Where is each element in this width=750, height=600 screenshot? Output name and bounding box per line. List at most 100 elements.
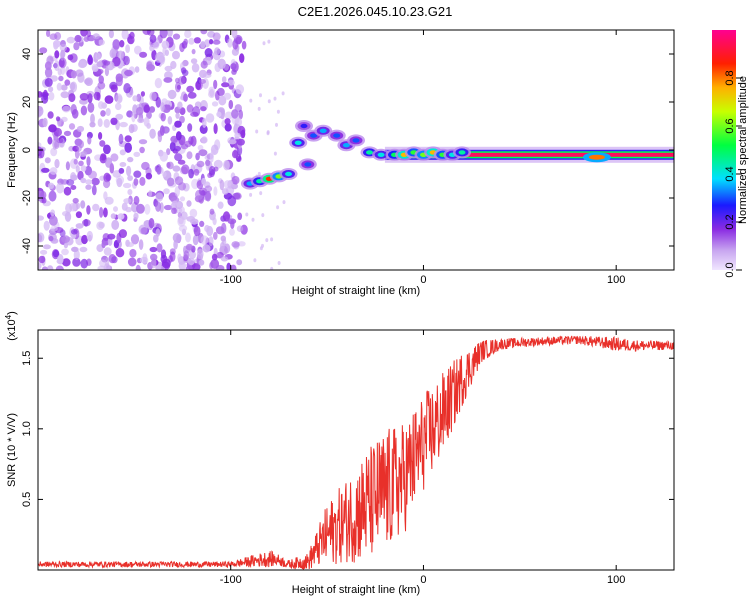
spectrogram-noise-blob: [216, 251, 224, 259]
snr-x-label: Height of straight line (km): [292, 584, 420, 596]
spectrogram-noise-blob: [80, 105, 88, 116]
spectrogram-noise-blob: [212, 217, 217, 226]
spectrogram-noise-blob: [127, 156, 134, 163]
spectrogram-noise-blob: [121, 202, 128, 211]
spectrogram-noise-blob: [72, 197, 79, 204]
spectrogram-noise-blob: [115, 102, 122, 111]
spectrogram-noise-blob: [98, 101, 104, 110]
spectrogram-noise-blob: [98, 75, 104, 84]
spectrogram-noise-blob: [123, 55, 130, 66]
spectrogram-sparse-dot: [265, 238, 269, 243]
spectrogram-noise-blob: [103, 191, 108, 201]
spectrogram-sparse-dot: [251, 217, 255, 222]
spectrogram-noise-blob: [48, 124, 57, 133]
spectrogram-noise-blob: [103, 247, 112, 256]
spectrogram-noise-blob: [193, 37, 201, 44]
spectrogram-noise-blob: [56, 182, 65, 194]
spectrogram-noise-blob: [237, 212, 243, 221]
spectrogram-noise-blob: [188, 37, 195, 45]
colorbar-label: Normalized spectral amplitude: [737, 76, 749, 224]
spectrogram-noise-blob: [165, 104, 171, 111]
spectrogram-noise-blob: [133, 212, 139, 220]
spectrogram-noise-blob: [231, 48, 239, 56]
spectrogram-sparse-dot: [245, 212, 249, 217]
spectrogram-noise-blob: [84, 77, 93, 86]
spectrogram-sparse-dot: [267, 99, 271, 104]
spectrogram-noise-blob: [48, 190, 57, 202]
spectrogram-sparse-dot: [249, 98, 253, 103]
spectrogram-noise-blob: [213, 79, 218, 90]
snr-y-tick-label: 1.5: [21, 351, 33, 366]
spectrogram-noise-blob: [201, 136, 208, 144]
snr-panel: -100 0 100 0.5 1.0 1.5 Height of straight lin…: [4, 311, 675, 596]
spectrogram-noise-blob: [38, 215, 44, 221]
snr-y-label: SNR (10 * V/V): [6, 413, 18, 487]
spectrogram-sparse-dot: [262, 41, 266, 46]
spectrogram-noise-blob: [200, 106, 207, 112]
spectrogram-noise-blob: [174, 186, 180, 197]
spectrogram-noise-blob: [205, 190, 212, 202]
spectrogram-noise-blob: [85, 184, 92, 190]
spectrogram-noise-blob: [211, 253, 218, 261]
spectrogram-noise-blob: [61, 248, 69, 256]
spectrogram-noise-blob: [91, 177, 100, 186]
spectrogram-noise-blob: [221, 188, 229, 195]
spectrogram-noise-blob: [175, 112, 180, 119]
spectrogram-noise-blob: [126, 165, 132, 177]
spectrogram-noise-blob: [183, 250, 190, 260]
spectrogram-noise-blob: [231, 241, 240, 248]
spectrogram-noise-blob: [115, 248, 125, 258]
spectrogram-noise-blob: [155, 228, 161, 237]
spectrogram-noise-blob: [70, 185, 77, 190]
spectrogram-noise-blob: [130, 234, 140, 245]
spectrogram-noise-blob: [87, 136, 92, 145]
spectrogram-noise-blob: [73, 158, 78, 165]
spectrogram-noise-blob: [115, 175, 125, 185]
spectrogram-noise-blob: [212, 32, 221, 41]
spectrogram-noise-blob: [149, 246, 158, 253]
spectrogram-noise-blob: [73, 249, 80, 261]
spectrogram-noise-blob: [179, 196, 186, 202]
spectrogram-noise-blob: [75, 69, 84, 77]
spectrogram-noise-blob: [75, 223, 84, 229]
snr-y-tick-label: 0.5: [21, 492, 33, 507]
spectrogram-noise-blob: [139, 176, 146, 186]
spectrogram-noise-blob: [103, 144, 111, 155]
spectrogram-noise-blob: [228, 99, 234, 110]
spectrogram-feature-core: [366, 150, 373, 155]
spectrogram-noise-blob: [115, 73, 124, 82]
spectrogram-sparse-dot: [275, 122, 278, 127]
spectrogram-sparse-dot: [273, 96, 277, 101]
spectrogram-noise-blob: [213, 159, 223, 169]
spectrogram-noise-blob: [163, 204, 173, 211]
spectrogram-noise-blob: [62, 105, 71, 113]
spectrogram-noise-blob: [198, 79, 206, 84]
spectrogram-noise-blob: [54, 50, 60, 59]
spectrogram-noise-blob: [178, 215, 184, 225]
spectrogram-noise-blob: [148, 190, 153, 198]
spectrogram-noise-blob: [99, 259, 107, 268]
spectrogram-noise-blob: [195, 152, 200, 161]
spectrogram-noise-blob: [232, 150, 239, 159]
spectrogram-noise-blob: [224, 111, 233, 120]
spectrogram-noise-blob: [124, 69, 133, 77]
spectrogram-noise-blob: [83, 218, 89, 227]
spectrogram-noise-blob: [107, 233, 116, 240]
spectrogram-noise-blob: [167, 161, 174, 170]
spectrogram-noise-blob: [214, 139, 221, 151]
spectrogram-noise-blob: [47, 136, 53, 145]
spectrogram-panel: -100 0 100 -40 -20 0 20 40 Height of straight l…: [6, 29, 675, 297]
spectrogram-noise-blob: [103, 118, 111, 128]
spectrogram-noise-blob: [60, 91, 70, 99]
spectrogram-noise-blob: [52, 249, 60, 258]
spectrogram-noise-blob: [44, 67, 53, 78]
spectrogram-noise-blob: [63, 186, 72, 196]
spectrogram-noise-blob: [138, 139, 148, 145]
spectrogram-noise-blob: [71, 109, 79, 119]
spectrogram-noise-blob: [87, 93, 93, 104]
spectrogram-carrier-core: [408, 152, 674, 157]
spectrogram-noise-blob: [149, 44, 155, 52]
spectrogram-sparse-dot: [261, 213, 265, 218]
spectrogram-noise-blob: [229, 228, 235, 236]
